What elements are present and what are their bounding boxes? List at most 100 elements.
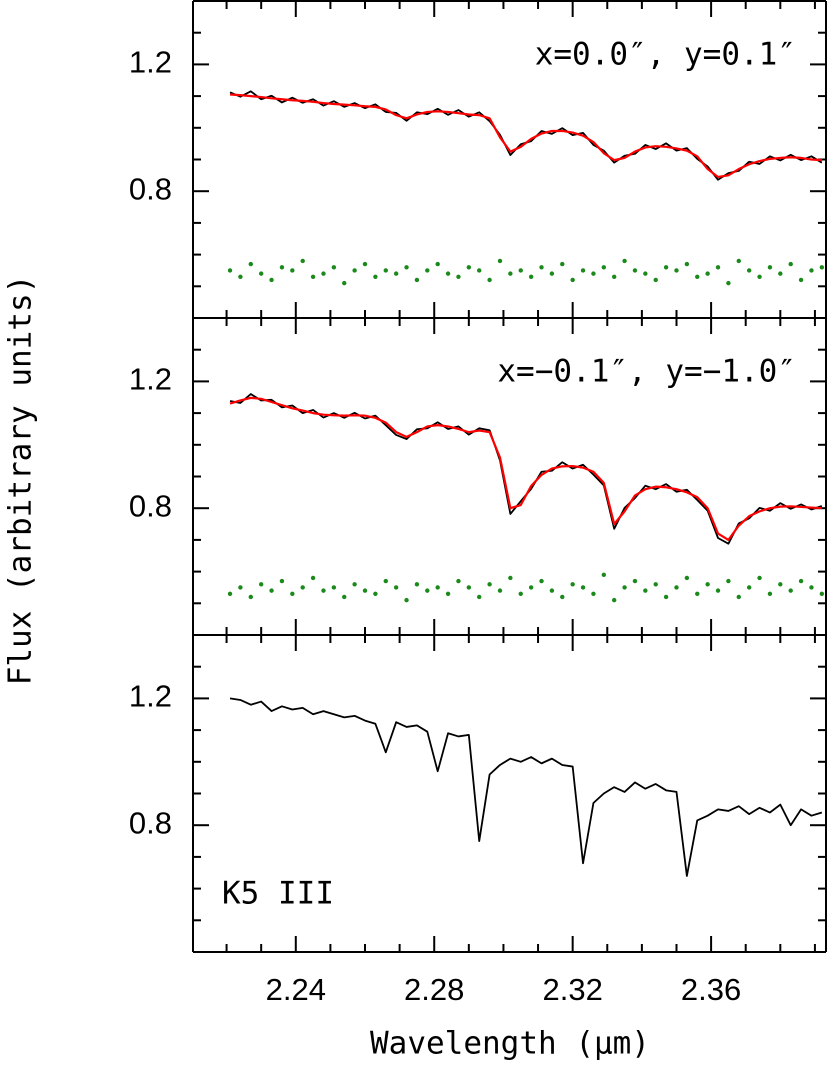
residual-point: [715, 265, 721, 270]
residual-point: [580, 268, 586, 273]
residual-point: [663, 594, 669, 600]
x-tick-label: 2.24: [266, 972, 326, 1007]
residual-point: [487, 277, 492, 283]
residual-point: [300, 585, 305, 590]
x-tick-label: 2.28: [404, 972, 464, 1007]
residual-point: [425, 268, 430, 273]
residual-point: [248, 261, 253, 267]
residual-point: [819, 591, 825, 596]
residual-point: [310, 575, 316, 581]
residual-point: [227, 268, 233, 273]
residual-point: [528, 274, 534, 279]
x-axis-label: Wavelength (μm): [370, 1026, 650, 1062]
residual-point: [788, 588, 793, 593]
residual-point: [362, 261, 368, 267]
residual-point: [248, 594, 253, 600]
residual-point: [684, 575, 690, 581]
residual-point: [238, 585, 243, 590]
residual-point: [404, 265, 409, 270]
residual-point: [726, 280, 731, 286]
residual-point: [508, 271, 513, 276]
residual-point: [331, 585, 337, 590]
residual-point: [611, 597, 617, 603]
y-tick-label: 1.2: [129, 362, 172, 397]
spectrum-line: [229, 90, 823, 181]
residual-point: [695, 274, 700, 279]
y-tick-label: 0.8: [129, 488, 172, 523]
residual-point: [632, 268, 638, 273]
residual-point: [653, 277, 658, 283]
residual-point: [404, 597, 409, 603]
residual-point: [466, 265, 472, 270]
residual-point: [393, 271, 399, 276]
residual-point: [560, 594, 565, 600]
residual-point: [591, 591, 596, 596]
residual-point: [508, 575, 513, 581]
residual-point: [539, 265, 544, 270]
residual-point: [601, 265, 607, 270]
y-tick-label: 1.2: [129, 679, 172, 714]
residual-point: [269, 588, 274, 593]
residual-point: [695, 591, 700, 596]
residual-point: [809, 585, 814, 590]
residual-point: [425, 588, 430, 593]
residual-point: [435, 585, 440, 590]
residual-point: [798, 578, 804, 584]
residual-point: [466, 585, 472, 590]
residual-point: [767, 591, 773, 596]
spectrum-line: [229, 393, 823, 545]
residual-point: [705, 582, 710, 587]
residual-point: [726, 578, 731, 584]
residual-point: [528, 585, 534, 590]
residual-point: [767, 265, 773, 270]
spectrum-line: [229, 697, 823, 877]
residual-point: [300, 258, 305, 264]
residual-point: [611, 274, 617, 279]
residual-point: [373, 591, 378, 596]
residual-point: [549, 588, 555, 593]
residual-point: [663, 265, 669, 270]
residual-point: [746, 268, 752, 273]
residual-point: [456, 274, 461, 279]
residual-point: [497, 588, 503, 593]
y-tick-label: 0.8: [129, 171, 172, 206]
residual-point: [570, 277, 575, 283]
residual-point: [539, 578, 544, 584]
residual-point: [622, 585, 627, 590]
residual-point: [549, 271, 555, 276]
residual-point: [487, 582, 492, 587]
residual-point: [705, 271, 710, 276]
residual-point: [684, 261, 690, 267]
y-axis-label: Flux (arbitrary units): [3, 275, 39, 686]
residual-point: [373, 274, 378, 279]
residual-point: [258, 582, 264, 587]
residual-point: [757, 274, 762, 279]
residual-point: [342, 280, 347, 286]
residual-point: [778, 271, 783, 276]
residual-point: [819, 265, 825, 270]
x-tick-label: 2.36: [681, 972, 741, 1007]
residual-point: [778, 582, 783, 587]
residual-point: [383, 268, 388, 273]
residual-point: [518, 268, 523, 273]
panel-annotation: x=0.0″, y=0.1″: [535, 37, 796, 73]
residual-point: [715, 588, 721, 593]
residual-point: [445, 271, 451, 276]
residual-point: [445, 591, 451, 596]
residual-point: [290, 591, 295, 596]
y-tick-label: 0.8: [129, 805, 172, 840]
residual-point: [591, 271, 596, 276]
residual-point: [798, 277, 804, 283]
residual-point: [653, 582, 658, 587]
residual-point: [477, 268, 482, 273]
residual-point: [321, 271, 326, 276]
residual-point: [362, 588, 368, 593]
x-tick-label: 2.32: [542, 972, 602, 1007]
residual-point: [497, 258, 503, 264]
residual-point: [352, 268, 357, 273]
residual-point: [809, 268, 814, 273]
panel-annotation: x=−0.1″, y=−1.0″: [497, 354, 796, 390]
residual-point: [414, 277, 420, 283]
residual-point: [674, 268, 679, 273]
